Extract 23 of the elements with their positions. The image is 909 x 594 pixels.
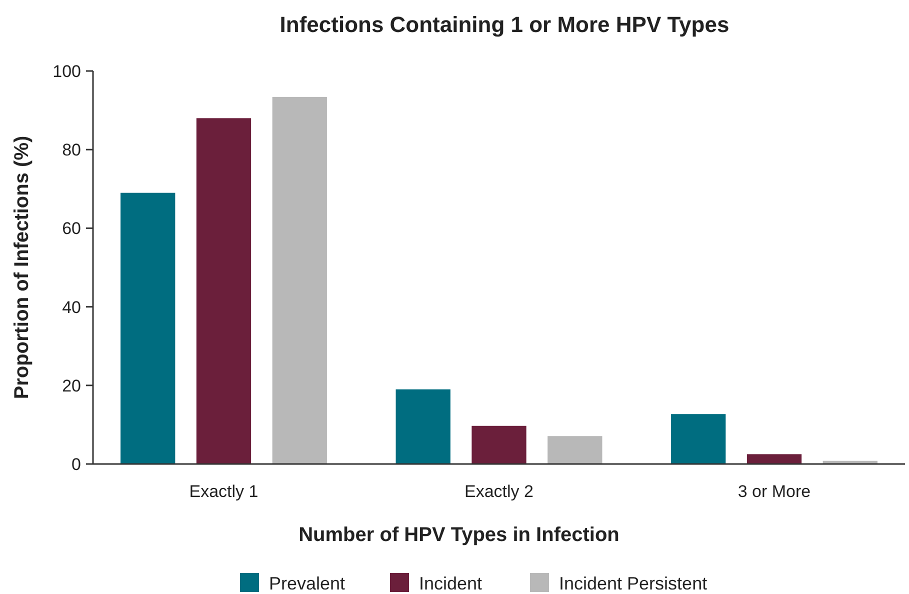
bar xyxy=(272,96,327,464)
x-axis-title: Number of HPV Types in Infection xyxy=(298,524,620,546)
bar xyxy=(746,454,802,464)
y-tick-label: 20 xyxy=(62,376,81,396)
legend-label: Prevalent xyxy=(269,573,346,594)
bar xyxy=(671,414,726,464)
x-tick-label: Exactly 2 xyxy=(464,482,534,501)
bar xyxy=(120,192,176,464)
bar xyxy=(472,426,526,464)
y-tick-label: 100 xyxy=(52,62,81,81)
bar xyxy=(196,118,252,464)
y-tick-label: 60 xyxy=(62,219,81,238)
y-tick-label: 80 xyxy=(62,140,81,160)
x-tick-label: Exactly 1 xyxy=(189,482,258,501)
chart-title: Infections Containing 1 or More HPV Types xyxy=(280,12,730,37)
y-tick-label: 40 xyxy=(62,298,81,317)
legend-label: Incident Persistent xyxy=(559,573,708,594)
y-tick-label: 0 xyxy=(72,454,81,474)
x-tick-label: 3 or More xyxy=(738,482,811,501)
legend-label: Incident xyxy=(419,573,482,594)
bar xyxy=(548,436,602,464)
bar xyxy=(396,389,450,464)
y-axis-title: Proportion of Infections (%) xyxy=(11,136,33,400)
